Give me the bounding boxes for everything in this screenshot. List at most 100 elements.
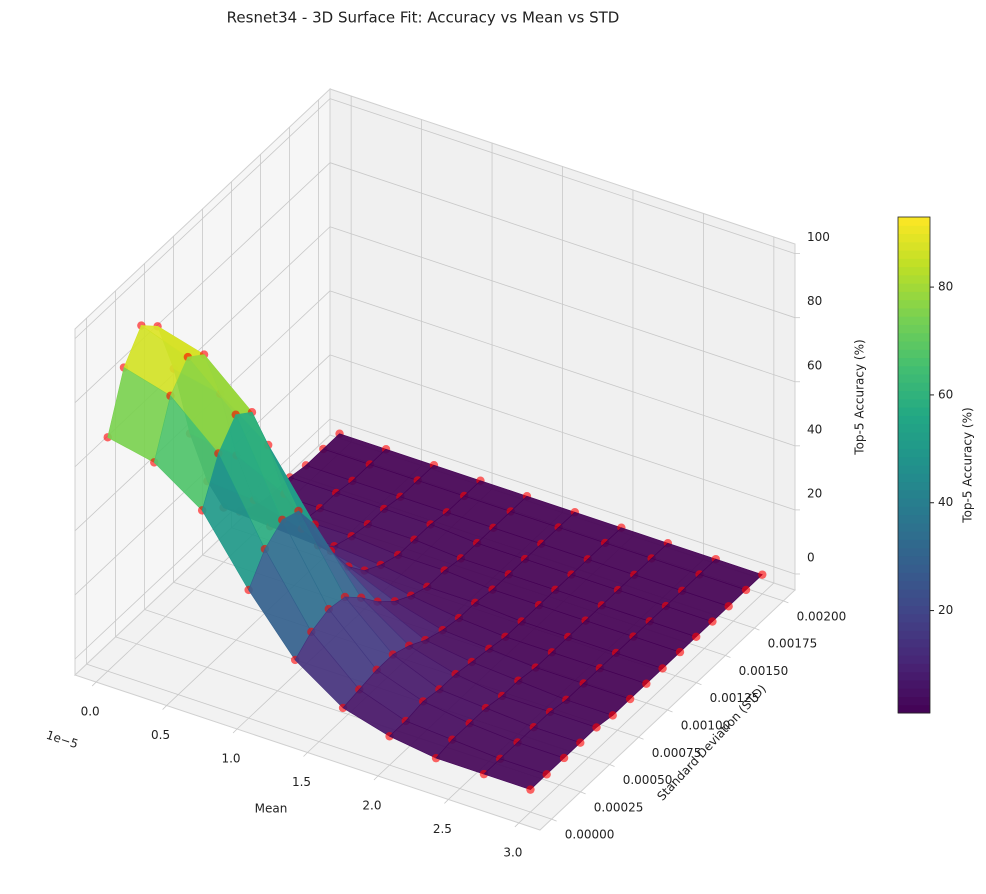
grid-line [329,354,796,511]
colorbar-swatch [898,423,930,433]
colorbar-swatch [898,547,930,557]
data-point [608,711,617,720]
colorbar-swatch [898,622,930,631]
data-point [692,632,701,642]
colorbar-swatch [898,679,930,689]
colorbar-swatch [898,357,930,367]
colorbar-swatch [898,597,930,607]
grid-line [329,290,796,447]
data-point [708,617,717,626]
colorbar-swatch [898,440,930,449]
data-point [642,679,651,688]
grid-line [86,663,552,820]
colorbar-swatch [898,225,930,235]
x-tick-label: 3.0 [503,845,522,859]
colorbar-swatch [898,316,930,325]
labels: 0.0 0.5 1.0 1.5 2.0 2.5 3.0 0.00000 0.00025 0.000… [81,230,847,859]
data-point [758,570,767,579]
grid-line [74,162,331,403]
tick-mark [232,728,238,734]
y-tick-label: 0.00150 [739,664,789,678]
tick-mark [303,752,308,757]
colorbar-swatch [898,613,930,623]
x-tick-label: 1.0 [221,752,240,766]
colorbar-swatch [898,696,930,706]
grid-line [74,418,331,660]
chart-title: Resnet34 - 3D Surface Fit: Accuracy vs M… [227,9,620,27]
data-point [542,770,551,779]
colorbar-swatch [898,605,930,615]
data-point [526,785,535,794]
data-point [625,694,635,704]
z-tick-label: 40 [807,422,822,436]
x-offset-label: 1e−5 [44,728,79,751]
y-tick-label: 0.00000 [565,828,615,842]
tick-mark [162,705,167,710]
z-tick-label: 100 [807,230,830,244]
y-tick-label: 0.00025 [594,800,644,814]
colorbar-swatch [898,646,930,656]
colorbar-swatch [898,522,930,532]
colorbar-swatch [898,498,930,507]
tick-mark [783,600,789,604]
colorbar-swatch [898,456,930,466]
x-axis-label: Mean [255,802,288,816]
tick-mark [667,709,673,713]
grid-line [329,226,796,383]
colorbar-swatch [898,374,930,383]
colorbar-swatch [898,407,930,416]
colorbar-swatch [898,506,930,516]
colorbar-swatch [898,448,930,458]
plot-area [103,321,767,794]
colorbar-swatch [898,258,930,268]
tick-mark [725,655,731,658]
y-tick-label: 0.00125 [710,691,760,705]
grid-line [329,98,796,254]
y-tick-label: 0.00075 [652,746,702,760]
data-point [658,664,667,673]
colorbar-swatch [898,382,930,392]
tick-mark [91,681,97,687]
colorbar-swatch [898,671,930,681]
colorbar-swatch [898,307,930,317]
colorbar-swatch [898,250,930,259]
colorbar-frame [897,216,931,714]
y-tick-label: 0.00200 [797,609,847,623]
colorbar-swatch [898,241,930,251]
colorbar-swatch [898,630,930,640]
colorbar: 20 40 60 80 [897,216,953,714]
colorbar-swatch [898,655,930,664]
tick-mark [638,736,644,740]
tick-mark [551,818,557,822]
x-tick-label: 2.5 [433,822,452,836]
tick-mark [373,775,379,781]
data-point [559,753,569,763]
x-tick-label: 0.0 [81,705,100,719]
x-tick-label: 0.5 [151,728,170,742]
colorbar-swatch [898,580,930,590]
colorbar-swatch [898,481,930,491]
colorbar-tick-label: 40 [938,495,953,509]
colorbar-tick-label: 20 [938,603,953,617]
grid-line [329,162,796,319]
colorbar-swatch [898,415,930,425]
colorbar-swatch [898,489,930,499]
colorbar-swatch [898,465,930,474]
colorbar-swatch [898,431,930,441]
colorbar-label: Top-5 Accuracy (%) [961,407,975,523]
tick-mark [514,822,520,828]
colorbar-swatch [898,233,930,243]
colorbar-swatch [898,341,930,350]
colorbar-swatch [898,555,930,565]
colorbar-swatch [898,589,930,598]
z-tick-label: 60 [807,358,822,372]
y-tick-label: 0.00175 [768,637,818,651]
z-tick-label: 0 [807,550,815,564]
x-tick-label: 2.0 [362,798,381,812]
tick-mark [754,627,760,631]
colorbar-tick-label: 80 [938,280,953,294]
colorbar-swatch [898,349,930,359]
colorbar-swatch [898,564,930,573]
colorbar-swatch [898,704,930,714]
